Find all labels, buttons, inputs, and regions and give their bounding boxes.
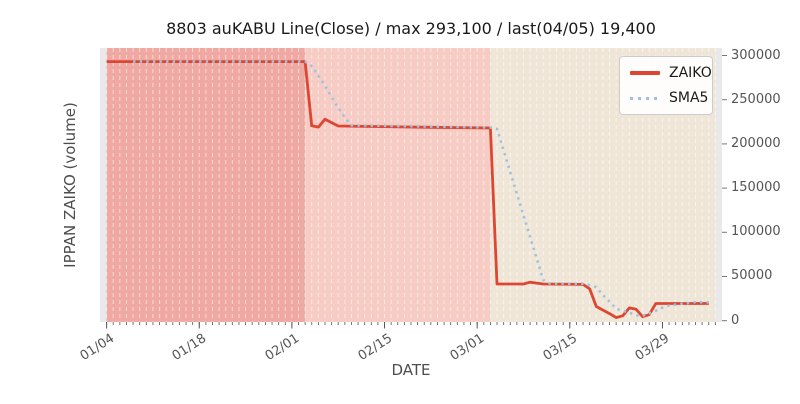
y-tick-label: 0 xyxy=(731,312,740,328)
sma5-line-swatch-icon xyxy=(630,96,660,100)
y-tick-label: 200000 xyxy=(731,135,781,151)
y-tick-label: 100000 xyxy=(731,224,781,240)
sma5-line xyxy=(133,60,709,318)
y-tick-label: 50000 xyxy=(731,268,773,284)
y-tick-label: 150000 xyxy=(731,180,781,196)
legend-zaiko-label: ZAIKO xyxy=(669,65,712,81)
legend: ZAIKO SMA5 xyxy=(619,56,713,115)
y-tick-label: 300000 xyxy=(731,47,781,63)
chart-title: 8803 auKABU Line(Close) / max 293,100 / … xyxy=(166,19,656,38)
x-axis-label: DATE xyxy=(391,361,431,379)
legend-sma5-label: SMA5 xyxy=(669,90,709,106)
y-axis-label: IPPAN ZAIKO (volume) xyxy=(61,102,79,268)
legend-item-zaiko: ZAIKO xyxy=(630,65,712,81)
y-tick-label: 250000 xyxy=(731,91,781,107)
legend-item-sma5: SMA5 xyxy=(630,90,708,106)
zaiko-line-swatch-icon xyxy=(630,71,660,75)
